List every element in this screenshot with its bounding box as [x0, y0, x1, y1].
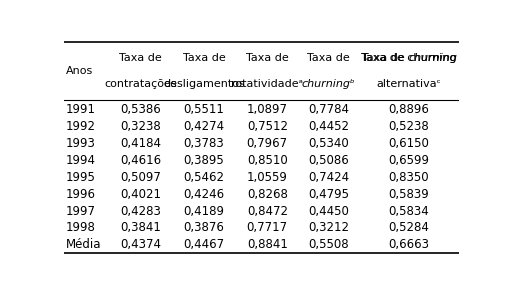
Text: 0,4184: 0,4184	[120, 137, 161, 150]
Text: 0,3783: 0,3783	[183, 137, 224, 150]
Text: 0,5238: 0,5238	[387, 120, 428, 133]
Text: 1993: 1993	[66, 137, 95, 150]
Text: 0,5834: 0,5834	[387, 205, 428, 218]
Text: Média: Média	[66, 238, 101, 251]
Text: 1994: 1994	[66, 154, 96, 167]
Text: 0,4374: 0,4374	[120, 238, 161, 251]
Text: churningᵇ: churningᵇ	[301, 79, 355, 89]
Text: 0,4450: 0,4450	[307, 205, 348, 218]
Text: 0,4467: 0,4467	[183, 238, 224, 251]
Text: 1992: 1992	[66, 120, 96, 133]
Text: 1,0897: 1,0897	[246, 103, 287, 116]
Text: desligamentos: desligamentos	[163, 79, 244, 89]
Text: 0,5511: 0,5511	[183, 103, 224, 116]
Text: alternativaᶜ: alternativaᶜ	[376, 79, 440, 89]
Text: 0,3895: 0,3895	[183, 154, 224, 167]
Text: 0,6599: 0,6599	[387, 154, 428, 167]
Text: 1998: 1998	[66, 221, 95, 235]
Text: 0,4021: 0,4021	[120, 188, 161, 200]
Text: 1997: 1997	[66, 205, 96, 218]
Text: 0,8472: 0,8472	[246, 205, 287, 218]
Text: 0,5086: 0,5086	[307, 154, 348, 167]
Text: 1,0559: 1,0559	[246, 171, 287, 184]
Text: 0,5284: 0,5284	[387, 221, 428, 235]
Text: churning: churning	[408, 54, 457, 63]
Text: 0,7967: 0,7967	[246, 137, 287, 150]
Text: 0,7512: 0,7512	[246, 120, 287, 133]
Text: Taxa de: Taxa de	[245, 54, 288, 63]
Text: 0,3876: 0,3876	[183, 221, 224, 235]
Text: 0,4795: 0,4795	[307, 188, 348, 200]
Text: rotatividadeᵃ: rotatividadeᵃ	[231, 79, 303, 89]
Text: 0,5462: 0,5462	[183, 171, 224, 184]
Text: 0,8841: 0,8841	[246, 238, 287, 251]
Text: 0,4189: 0,4189	[183, 205, 224, 218]
Text: 0,4616: 0,4616	[120, 154, 161, 167]
Text: 0,8268: 0,8268	[246, 188, 287, 200]
Text: 1991: 1991	[66, 103, 96, 116]
Text: 0,3238: 0,3238	[120, 120, 161, 133]
Text: Taxa de: Taxa de	[119, 54, 162, 63]
Text: 1995: 1995	[66, 171, 95, 184]
Text: 1996: 1996	[66, 188, 96, 200]
Text: 0,4274: 0,4274	[183, 120, 224, 133]
Text: 0,8350: 0,8350	[387, 171, 428, 184]
Text: Taxa de: Taxa de	[362, 54, 408, 63]
Text: Taxa de: Taxa de	[306, 54, 349, 63]
Text: 0,5839: 0,5839	[387, 188, 428, 200]
Text: 0,5386: 0,5386	[120, 103, 161, 116]
Text: 0,3841: 0,3841	[120, 221, 161, 235]
Text: 0,4452: 0,4452	[307, 120, 348, 133]
Text: Taxa de churning: Taxa de churning	[360, 54, 456, 63]
Text: 0,4283: 0,4283	[120, 205, 161, 218]
Text: 0,5508: 0,5508	[307, 238, 348, 251]
Text: 0,7784: 0,7784	[307, 103, 348, 116]
Text: 0,5340: 0,5340	[307, 137, 348, 150]
Text: 0,6663: 0,6663	[387, 238, 428, 251]
Text: 0,4246: 0,4246	[183, 188, 224, 200]
Text: 0,6150: 0,6150	[387, 137, 428, 150]
Text: 0,5097: 0,5097	[120, 171, 161, 184]
Text: 0,3212: 0,3212	[307, 221, 348, 235]
Text: Taxa de: Taxa de	[182, 54, 225, 63]
Text: Anos: Anos	[66, 66, 93, 76]
Text: 0,7717: 0,7717	[246, 221, 287, 235]
Text: 0,7424: 0,7424	[307, 171, 349, 184]
Text: contratações: contratações	[104, 79, 177, 89]
Text: 0,8896: 0,8896	[387, 103, 428, 116]
Text: 0,8510: 0,8510	[246, 154, 287, 167]
